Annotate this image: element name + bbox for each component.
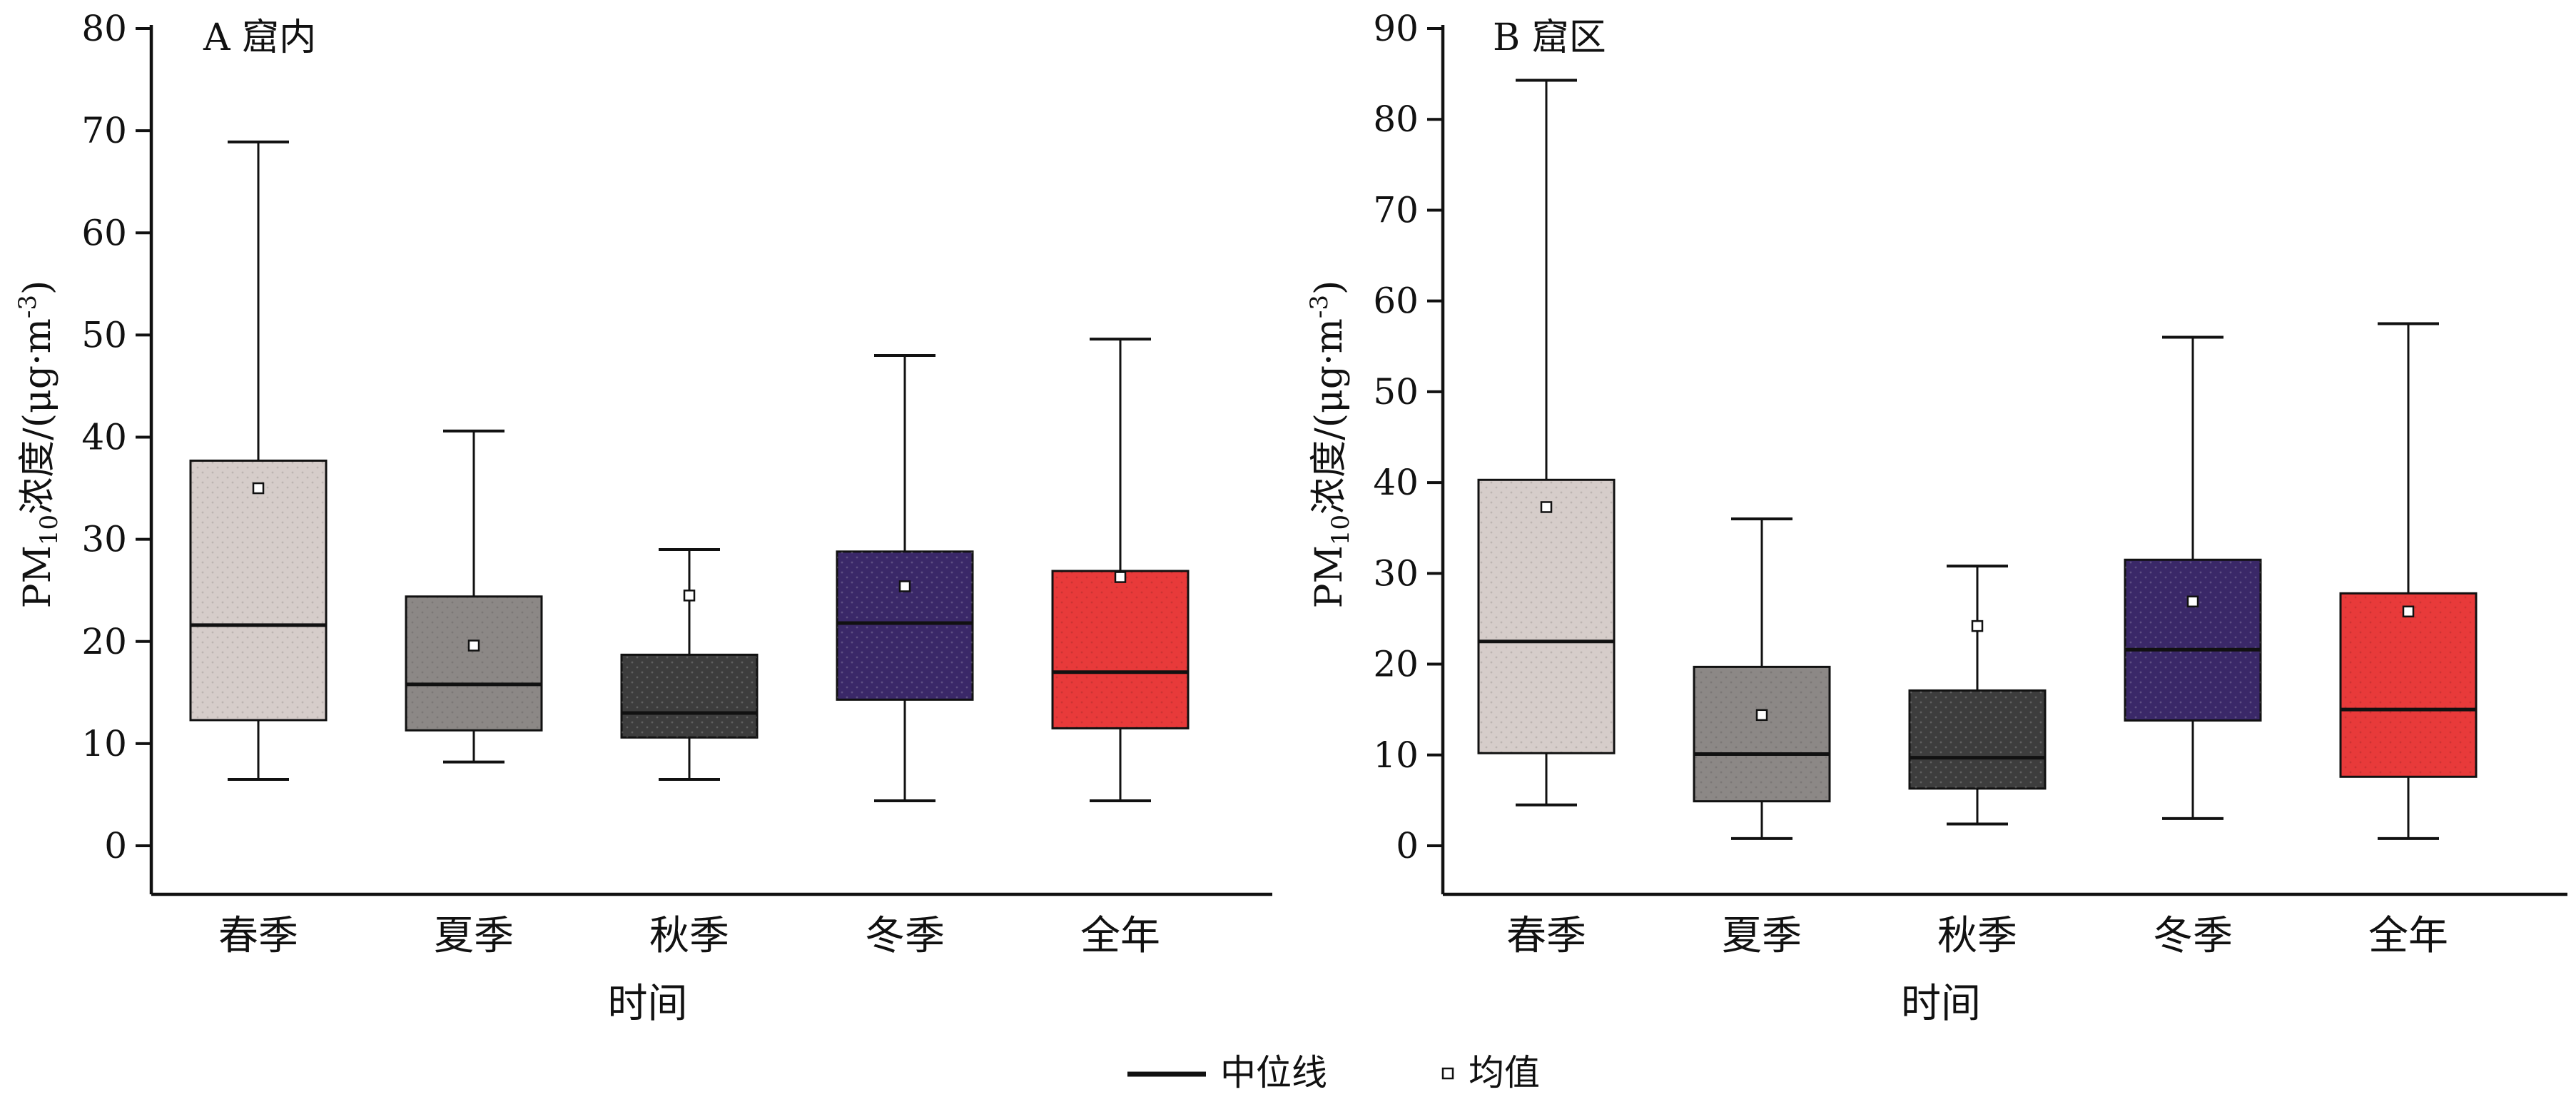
y-tick-label: 60 [1373,280,1419,322]
x-axis-title: 时间 [1901,981,1981,1027]
iqr-box-texture [191,460,326,720]
y-axis-title: PM10浓度/(μg·m-3) [14,280,64,609]
iqr-box-texture [1053,570,1188,729]
x-tick-label: 冬季 [2153,913,2233,959]
chart-legend: 中位线 均值 [1127,1052,1540,1093]
x-tick-label: 秋季 [1937,913,2017,959]
y-tick-label: 80 [81,8,127,49]
y-tick-label: 10 [81,723,127,764]
panel-label: B 窟区 [1493,16,1606,59]
mean-marker [683,590,696,602]
y-tick-label: 40 [1373,462,1419,503]
mean-marker [2186,595,2199,608]
iqr-box-texture [837,551,973,700]
iqr-box-texture [2341,593,2476,777]
mean-marker [467,640,480,652]
iqr-box-texture [1479,480,1614,754]
x-tick-label: 春季 [218,913,298,959]
box-春季: 春季 [1477,79,1616,959]
x-tick-label: 夏季 [434,913,514,959]
mean-marker [252,482,265,495]
y-tick-label: 30 [81,519,127,560]
box-全年: 全年 [2339,322,2478,959]
panel-b-cave-area: 0 10 20 30 40 50 60 70 80 90 B 窟区 PM10浓度/(μg·m-3) 时间… [1305,8,2567,1027]
iqr-box-texture [2125,560,2261,721]
x-tick-label: 冬季 [865,913,945,959]
x-axis-title: 时间 [608,981,688,1027]
y-tick-label: 0 [1396,825,1419,866]
legend-median-label: 中位线 [1220,1052,1327,1093]
y-tick-label: 50 [1373,371,1419,413]
legend-mean-label: 均值 [1469,1052,1540,1093]
panel-a-indoor: 0 10 20 30 40 50 60 70 80 A 窟内 PM10浓度/(μg·m-3) 时间 春季… [14,8,1272,1027]
y-tick-label: 60 [81,212,127,253]
iqr-box-texture [1694,667,1830,802]
box-春季: 春季 [189,140,328,959]
x-tick-label: 全年 [1080,913,1160,959]
y-tick-label: 0 [104,825,127,866]
x-tick-label: 夏季 [1722,913,1802,959]
y-tick-label: 30 [1373,552,1419,594]
y-tick-label: 40 [81,417,127,458]
y-axis-title: PM10浓度/(μg·m-3) [1305,280,1355,609]
y-tick-label: 50 [81,314,127,355]
x-tick-label: 全年 [2368,913,2448,959]
mean-marker [1114,571,1127,583]
y-tick-label: 20 [1373,644,1419,685]
box-秋季: 秋季 [620,547,759,959]
box-冬季: 冬季 [2124,335,2262,959]
box-冬季: 冬季 [836,354,974,959]
y-tick-label: 90 [1373,8,1419,49]
mean-marker [1755,709,1768,722]
iqr-box-texture [406,596,542,731]
box-秋季: 秋季 [1908,565,2047,959]
x-tick-label: 秋季 [649,913,729,959]
legend-mean-swatch [1441,1067,1454,1080]
mean-marker [1971,620,1984,632]
y-tick-label: 70 [81,110,127,151]
iqr-box-texture [1910,690,2045,789]
box-夏季: 夏季 [405,429,543,959]
panel-label: A 窟内 [203,16,316,59]
y-tick-label: 20 [81,621,127,662]
box-夏季: 夏季 [1693,517,1831,959]
mean-marker [898,580,911,592]
iqr-box-texture [622,654,757,738]
y-tick-label: 70 [1373,189,1419,231]
mean-marker [2402,605,2415,618]
box-全年: 全年 [1051,338,1190,959]
y-tick-label: 10 [1373,734,1419,776]
x-tick-label: 春季 [1506,913,1586,959]
y-tick-label: 80 [1373,98,1419,140]
mean-marker [1540,501,1553,513]
